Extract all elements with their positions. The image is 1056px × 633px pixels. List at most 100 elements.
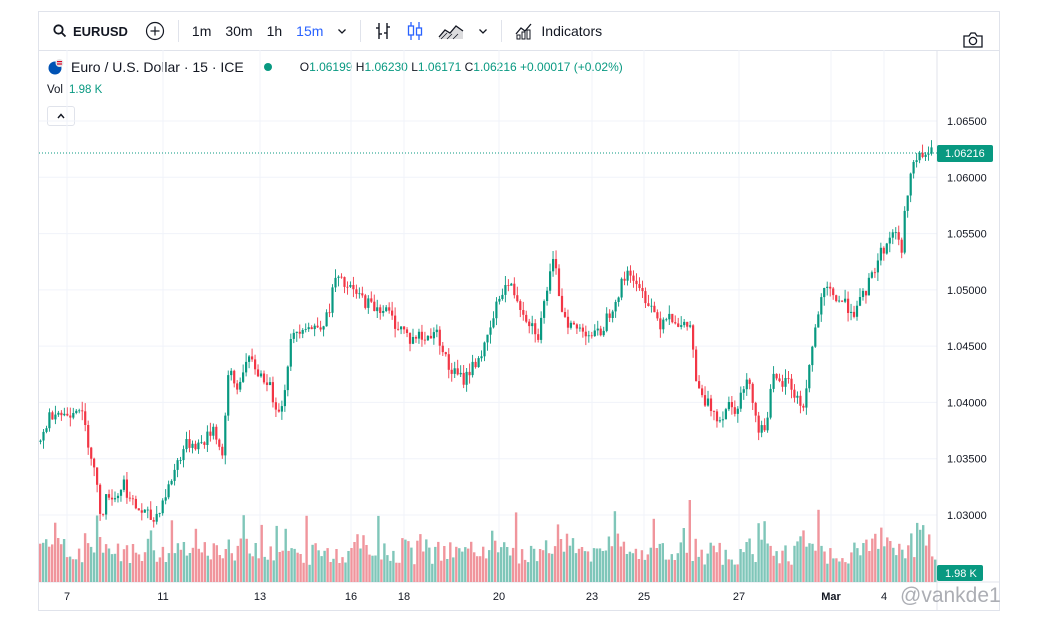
- candle-body: [462, 372, 465, 385]
- price-axis-tick: 1.04000: [947, 397, 987, 409]
- volume-bar: [290, 548, 293, 582]
- volume-bar: [565, 533, 569, 582]
- volume-bar: [86, 543, 90, 582]
- candle-body: [289, 339, 292, 367]
- interval-1m[interactable]: 1m: [191, 23, 212, 39]
- volume-bar: [874, 533, 877, 582]
- candle-body: [692, 325, 695, 350]
- candle-body: [709, 398, 713, 411]
- candle-body: [471, 361, 474, 376]
- volume-bar: [425, 539, 428, 582]
- compare-button[interactable]: [138, 12, 172, 50]
- candle-body: [733, 407, 736, 414]
- chart-widget: EURUSD 1m 30m 1h 15m Indicators: [38, 11, 1000, 611]
- candle-body: [197, 442, 200, 450]
- candle-body: [778, 378, 781, 382]
- collapse-legend-button[interactable]: [47, 106, 75, 126]
- candle-body: [236, 383, 239, 390]
- volume-bar: [299, 554, 302, 582]
- candle-body: [93, 458, 96, 468]
- area-style-button[interactable]: [431, 12, 471, 50]
- volume-bar: [658, 543, 661, 582]
- volume-bar: [706, 553, 709, 582]
- candle-body: [617, 297, 620, 302]
- candle-body: [706, 398, 710, 406]
- volume-bar: [649, 547, 652, 582]
- volume-bar: [577, 548, 581, 582]
- candle-body: [349, 285, 352, 287]
- volume-bar: [790, 564, 793, 582]
- series-legend: Euro / U.S. Dollar · 15 · ICE O1.06199 H…: [47, 58, 623, 76]
- volume-bar: [323, 550, 326, 582]
- volume-bar: [128, 563, 132, 582]
- volume-bar: [898, 543, 901, 582]
- chart-style-dropdown[interactable]: [471, 12, 495, 50]
- volume-bar: [101, 552, 105, 582]
- volume-bar: [92, 552, 96, 582]
- volume-bar: [595, 548, 599, 582]
- volume-bar: [497, 552, 500, 582]
- snapshot-button[interactable]: [955, 21, 991, 59]
- candle-body: [137, 508, 140, 511]
- volume-bar: [509, 555, 512, 582]
- candle-body: [233, 370, 236, 384]
- candle-body: [888, 237, 891, 244]
- bars-style-button[interactable]: [367, 12, 399, 50]
- volume-bar: [449, 542, 452, 582]
- candle-body: [572, 322, 575, 325]
- interval-dropdown[interactable]: [330, 12, 354, 50]
- interval-1h[interactable]: 1h: [266, 23, 283, 39]
- candle-body: [340, 276, 343, 278]
- volume-bar: [167, 553, 171, 582]
- candle-body: [638, 284, 641, 288]
- volume-bar: [763, 521, 766, 582]
- candle-body: [373, 301, 376, 311]
- candle-body: [641, 288, 644, 292]
- volume-bar: [257, 558, 260, 582]
- volume-bar: [182, 542, 186, 582]
- volume-bar: [646, 554, 649, 582]
- interval-15m[interactable]: 15m: [296, 23, 324, 39]
- candle-body: [608, 313, 611, 318]
- volume-bar: [39, 543, 42, 582]
- volume-bar: [224, 549, 227, 582]
- candle-body: [629, 270, 632, 276]
- volume-bar: [113, 553, 117, 582]
- candle-body: [596, 328, 599, 331]
- volume-bar: [161, 546, 165, 582]
- volume-bar: [748, 538, 751, 582]
- volume-bar: [673, 560, 676, 582]
- price-axis-tick: 1.06500: [947, 116, 987, 128]
- price-axis-tick: 1.05500: [947, 229, 987, 241]
- volume-bar: [434, 546, 437, 582]
- ohlc-values: O1.06199 H1.06230 L1.06171 C1.06216 +0.0…: [299, 60, 623, 74]
- candle-body: [653, 305, 656, 313]
- candle-body: [614, 302, 617, 312]
- candle-body: [319, 327, 322, 330]
- volume-bar: [625, 554, 629, 582]
- price-chart[interactable]: 1.06500 1.06000 1.05500 1.05000 1.04500 1.040…: [39, 12, 999, 610]
- volume-bar: [311, 544, 314, 582]
- volume-bar: [553, 546, 557, 582]
- indicators-button[interactable]: Indicators: [508, 12, 609, 50]
- volume-bar: [862, 543, 865, 582]
- volume-bar: [404, 539, 407, 582]
- candles-style-button[interactable]: [399, 12, 431, 50]
- candle-body: [626, 270, 629, 281]
- price-axis-tick: 1.04500: [947, 341, 987, 353]
- candle-body: [105, 494, 108, 515]
- volume-bar: [823, 551, 826, 582]
- volume-bar: [835, 558, 838, 582]
- volume-bar: [119, 561, 123, 582]
- volume-bar: [760, 539, 763, 582]
- candle-body: [817, 314, 820, 328]
- candle-body: [921, 152, 924, 157]
- interval-30m[interactable]: 30m: [225, 23, 253, 39]
- volume-bar: [392, 550, 395, 582]
- volume-bar: [500, 547, 503, 582]
- candle-body: [498, 298, 501, 302]
- volume-bar: [164, 562, 168, 582]
- symbol-search[interactable]: EURUSD: [39, 24, 138, 39]
- volume-bar: [374, 555, 377, 582]
- volume-bar: [110, 554, 114, 582]
